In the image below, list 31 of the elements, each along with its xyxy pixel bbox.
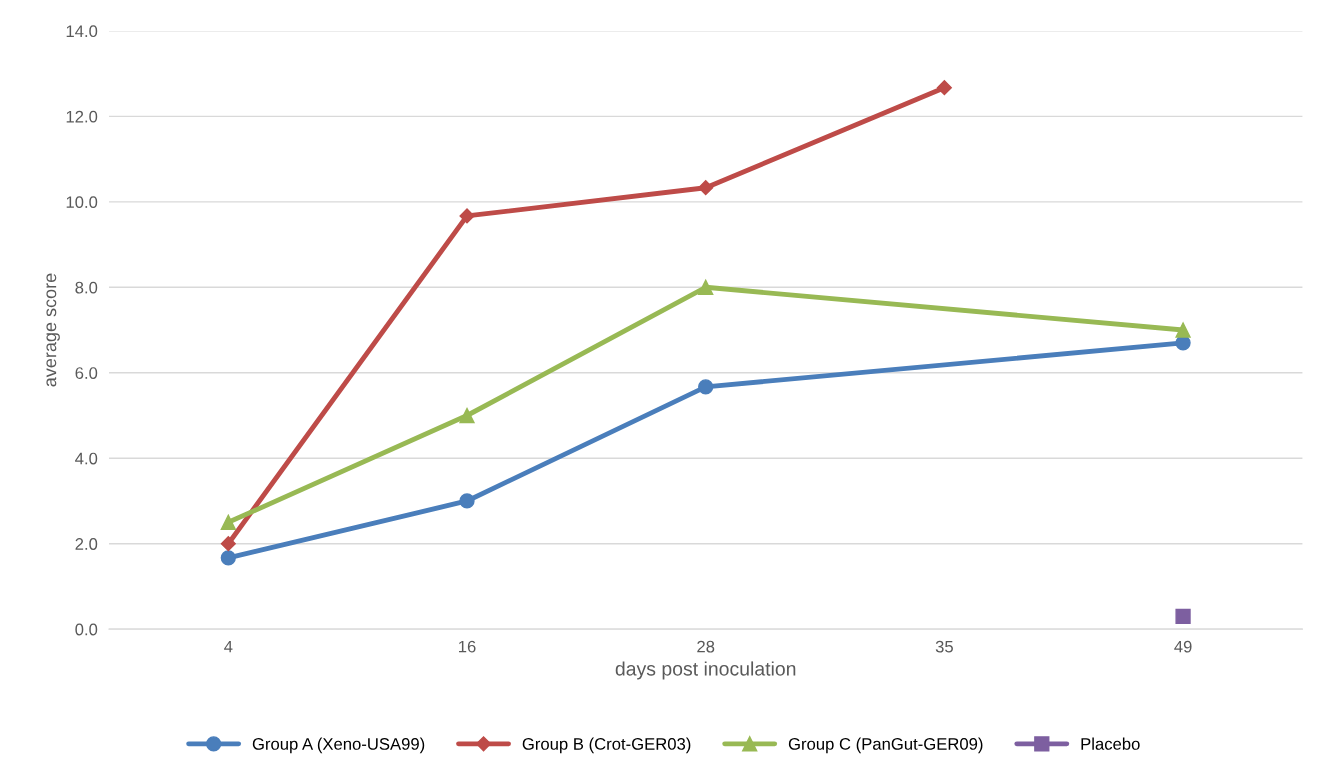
point: [220, 536, 236, 552]
y-tick-label: 4.0: [75, 452, 98, 465]
point: [220, 550, 236, 566]
y-tick-label: 12.0: [66, 110, 98, 123]
y-tick-label: 10.0: [66, 196, 98, 209]
point: [698, 379, 714, 395]
y-tick-label: 8.0: [75, 281, 98, 294]
legend-label: Group C (PanGut-GER09): [788, 737, 983, 754]
x-tick-label: 35: [935, 640, 953, 653]
y-tick-label: 2.0: [75, 538, 98, 550]
x-tick-label: 28: [697, 640, 715, 653]
x-tick-label: 49: [1174, 640, 1192, 653]
point: [220, 514, 236, 530]
point: [1175, 608, 1191, 624]
legend-label: Placebo: [1081, 737, 1140, 750]
legend-label: Group A (Xeno-USA99): [252, 737, 425, 754]
legend-label: Group B (Crot-GER03): [522, 737, 691, 754]
y-tick-label: 6.0: [75, 367, 98, 379]
point: [459, 208, 475, 224]
point: [936, 80, 952, 96]
y-tick-label: 14.0: [66, 25, 98, 38]
y-tick-label: 0.0: [75, 623, 98, 636]
y-axis-title: average score: [46, 273, 60, 387]
point: [698, 180, 714, 196]
point: [698, 279, 714, 295]
point: [1175, 322, 1191, 338]
x-tick-label: 16: [459, 640, 476, 653]
x-axis-title: days post inoculation: [615, 661, 796, 680]
point: [459, 407, 475, 424]
point: [459, 493, 475, 509]
x-tick-label: 4: [224, 640, 233, 653]
